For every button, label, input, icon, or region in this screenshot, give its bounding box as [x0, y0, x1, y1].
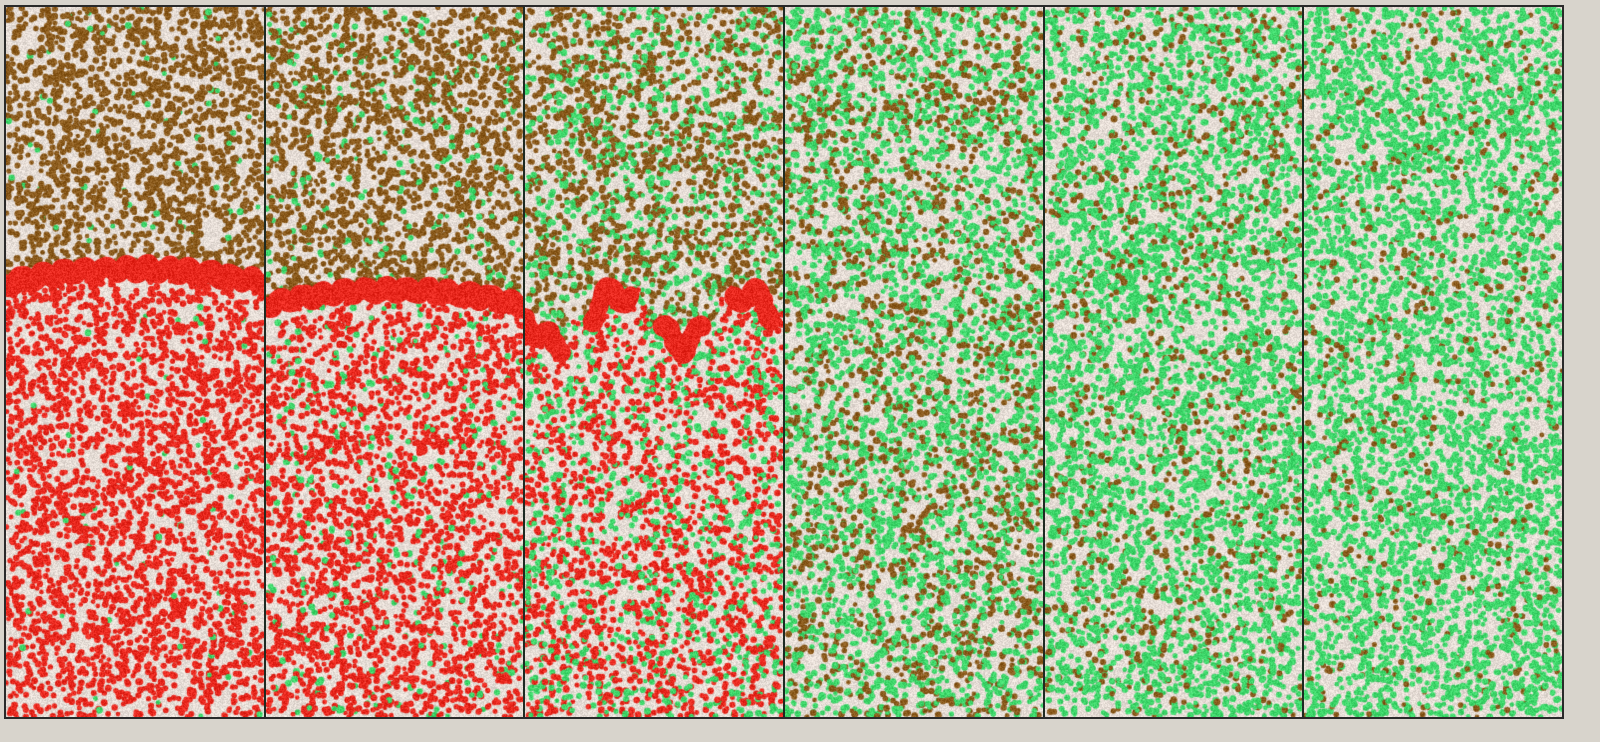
particle-field: [265, 7, 524, 717]
simulation-panel-strip: [4, 5, 1564, 719]
simulation-panel-1: [6, 7, 266, 717]
particle-field: [785, 7, 1043, 717]
particle-field: [1044, 7, 1303, 717]
simulation-panel-5: [1044, 7, 1305, 717]
simulation-panel-3: [525, 7, 786, 717]
particle-field: [525, 7, 784, 717]
simulation-panel-2: [265, 7, 526, 717]
simulation-panel-4: [785, 7, 1045, 717]
simulation-panel-6: [1304, 7, 1563, 717]
particle-field: [1304, 7, 1563, 717]
particle-field: [6, 7, 264, 717]
